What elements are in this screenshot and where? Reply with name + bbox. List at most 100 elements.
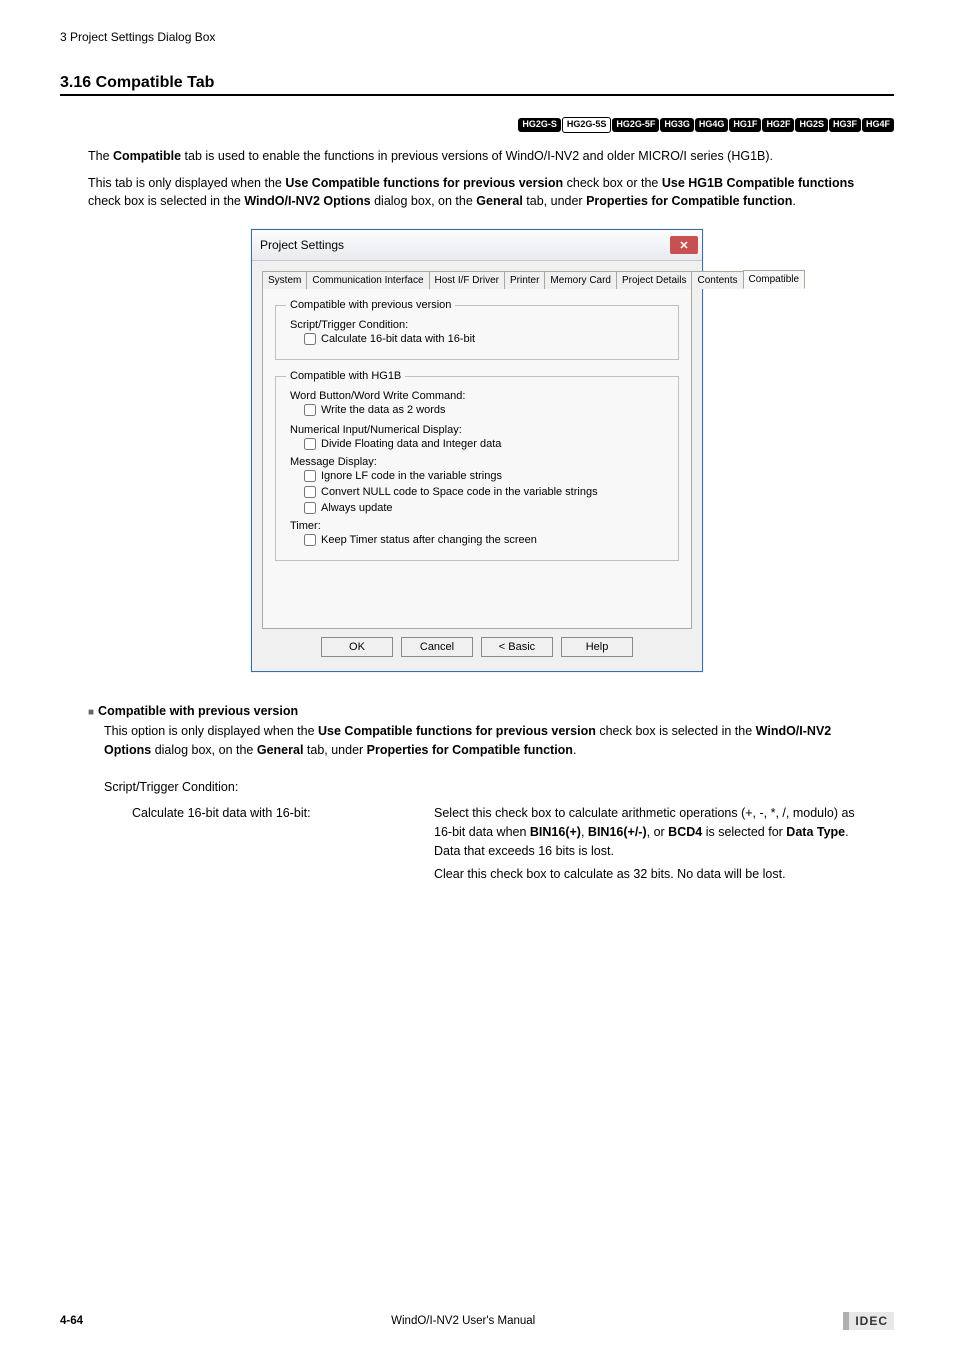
dialog-tabs: SystemCommunication InterfaceHost I/F Dr… (262, 269, 692, 289)
breadcrumb: 3 Project Settings Dialog Box (60, 30, 894, 44)
checkbox-label: Keep Timer status after changing the scr… (321, 534, 537, 546)
text: is selected for (702, 825, 786, 839)
checkbox[interactable] (304, 404, 316, 416)
subhead-text: Compatible with previous version (98, 704, 298, 718)
page-footer: 4-64 WindO/I-NV2 User's Manual IDEC (60, 1294, 894, 1330)
chk-divide-floating[interactable]: Divide Floating data and Integer data (304, 438, 668, 450)
model-badge: HG3G (660, 118, 694, 132)
text: tab, under (523, 194, 586, 208)
model-badge: HG2G-S (518, 118, 561, 132)
text-bold: Use Compatible functions for previous ve… (285, 176, 563, 190)
text: check box is selected in the (596, 724, 756, 738)
text-bold: Use HG1B Compatible functions (662, 176, 854, 190)
project-settings-dialog: Project Settings ✕ SystemCommunication I… (251, 229, 703, 672)
dialog-titlebar: Project Settings ✕ (252, 230, 702, 261)
chk-always-update[interactable]: Always update (304, 502, 668, 514)
tab-contents[interactable]: Contents (691, 271, 743, 289)
opt-calc16-desc: Select this check box to calculate arith… (434, 804, 866, 883)
text: dialog box, on the (151, 743, 257, 757)
cancel-button[interactable]: Cancel (401, 637, 473, 657)
group-line: Numerical Input/Numerical Display: (290, 424, 668, 436)
tab-host-i-f-driver[interactable]: Host I/F Driver (429, 271, 505, 289)
checkbox-label: Calculate 16-bit data with 16-bit (321, 333, 475, 345)
group-line: Message Display: (290, 456, 668, 468)
model-badge: HG2S (795, 118, 828, 132)
text: , (581, 825, 588, 839)
group-legend: Compatible with previous version (286, 299, 455, 311)
tab-communication-interface[interactable]: Communication Interface (306, 271, 429, 289)
chk-write-2words[interactable]: Write the data as 2 words (304, 404, 668, 416)
close-icon[interactable]: ✕ (670, 236, 698, 254)
text-bold: WindO/I-NV2 Options (244, 194, 370, 208)
checkbox-label: Always update (321, 502, 393, 514)
tab-project-details[interactable]: Project Details (616, 271, 692, 289)
intro-p2: This tab is only displayed when the Use … (88, 174, 866, 212)
chk-calc-16bit[interactable]: Calculate 16-bit data with 16-bit (304, 333, 668, 345)
tab-system[interactable]: System (262, 271, 307, 289)
text: check box or the (563, 176, 662, 190)
text-bold: Data Type (786, 825, 845, 839)
text: check box is selected in the (88, 194, 244, 208)
text: tab, under (303, 743, 366, 757)
text-bold: Compatible (113, 149, 181, 163)
section-title: 3.16 Compatible Tab (60, 74, 894, 92)
checkbox-label: Convert NULL code to Space code in the v… (321, 486, 598, 498)
checkbox-label: Divide Floating data and Integer data (321, 438, 501, 450)
text: This tab is only displayed when the (88, 176, 285, 190)
text-bold: General (476, 194, 523, 208)
checkbox-label: Ignore LF code in the variable strings (321, 470, 502, 482)
tab-compatible[interactable]: Compatible (743, 270, 806, 289)
text: tab is used to enable the functions in p… (181, 149, 773, 163)
group-legend: Compatible with HG1B (286, 370, 405, 382)
page-number: 4-64 (60, 1315, 83, 1327)
dialog-footer: OK Cancel < Basic Help (262, 629, 692, 661)
text-bold: Properties for Compatible function (367, 743, 573, 757)
chk-convert-null[interactable]: Convert NULL code to Space code in the v… (304, 486, 668, 498)
title-rule (60, 94, 894, 96)
checkbox[interactable] (304, 438, 316, 450)
group-compat-hg1b: Compatible with HG1B Word Button/Word Wr… (275, 370, 679, 561)
model-badge: HG4F (862, 118, 894, 132)
tab-printer[interactable]: Printer (504, 271, 545, 289)
text-bold: Properties for Compatible function (586, 194, 792, 208)
model-badges: HG2G-SHG2G-5SHG2G-5FHG3GHG4GHG1FHG2FHG2S… (60, 114, 894, 133)
tab-memory-card[interactable]: Memory Card (544, 271, 617, 289)
subhead-compat-prev: ■ Compatible with previous version (88, 704, 866, 718)
compat-prev-desc: This option is only displayed when the U… (104, 722, 866, 760)
text-bold: BIN16(+) (530, 825, 581, 839)
text: Clear this check box to calculate as 32 … (434, 865, 866, 884)
model-badge: HG2G-5S (562, 117, 612, 133)
basic-button[interactable]: < Basic (481, 637, 553, 657)
idec-logo: IDEC (843, 1312, 894, 1330)
dialog-title: Project Settings (260, 238, 344, 252)
text: . (573, 743, 576, 757)
text: dialog box, on the (371, 194, 477, 208)
model-badge: HG2F (762, 118, 794, 132)
group-line: Script/Trigger Condition: (290, 319, 668, 331)
help-button[interactable]: Help (561, 637, 633, 657)
bullet-icon: ■ (88, 707, 94, 718)
model-badge: HG4G (695, 118, 729, 132)
manual-title: WindO/I-NV2 User's Manual (391, 1315, 535, 1327)
intro-p1: The Compatible tab is used to enable the… (88, 147, 866, 166)
script-trigger-label: Script/Trigger Condition: (104, 778, 866, 797)
chk-ignore-lf[interactable]: Ignore LF code in the variable strings (304, 470, 668, 482)
ok-button[interactable]: OK (321, 637, 393, 657)
model-badge: HG1F (729, 118, 761, 132)
text: , or (647, 825, 669, 839)
text-bold: General (257, 743, 304, 757)
model-badge: HG3F (829, 118, 861, 132)
checkbox-label: Write the data as 2 words (321, 404, 446, 416)
opt-calc16-label: Calculate 16-bit data with 16-bit: (104, 804, 434, 883)
checkbox[interactable] (304, 502, 316, 514)
checkbox[interactable] (304, 333, 316, 345)
checkbox[interactable] (304, 470, 316, 482)
text-bold: BIN16(+/-) (588, 825, 647, 839)
chk-keep-timer[interactable]: Keep Timer status after changing the scr… (304, 534, 668, 546)
group-line: Timer: (290, 520, 668, 532)
checkbox[interactable] (304, 534, 316, 546)
checkbox[interactable] (304, 486, 316, 498)
text-bold: Use Compatible functions for previous ve… (318, 724, 596, 738)
text: . (792, 194, 795, 208)
tab-panel-compatible: Compatible with previous version Script/… (262, 289, 692, 629)
